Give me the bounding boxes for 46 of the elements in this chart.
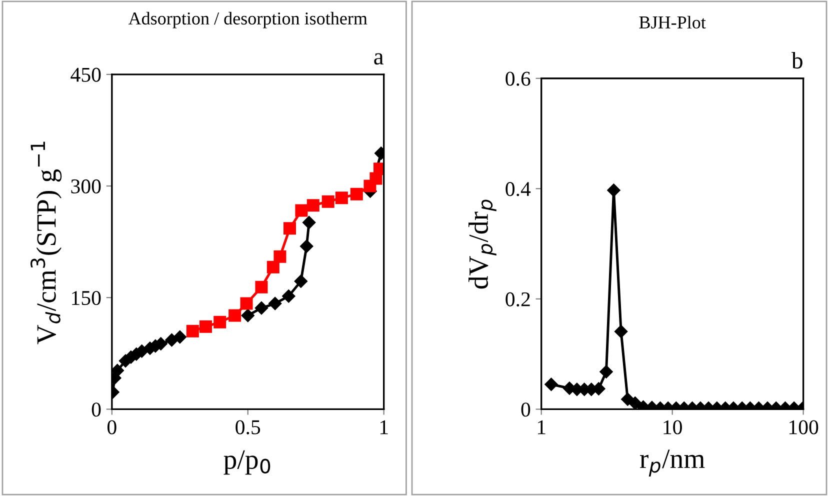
point: [268, 296, 282, 310]
point: [335, 192, 348, 204]
point: [274, 250, 286, 263]
point: [186, 324, 199, 338]
point: [322, 195, 334, 208]
point: [294, 274, 308, 288]
chart-title: Adsorption / desorption isotherm: [128, 12, 368, 28]
point: [173, 330, 186, 344]
y-tick-label: 0: [92, 402, 101, 417]
point: [199, 320, 212, 333]
point: [283, 222, 296, 235]
point: [228, 309, 242, 322]
x-axis-title: r$_{p}$/nm: [640, 450, 705, 477]
point: [266, 260, 280, 274]
point: [306, 199, 320, 212]
point: [254, 301, 268, 315]
x-tick-label: 0: [108, 420, 116, 434]
x-tick-label: 1: [538, 420, 546, 434]
point: [214, 316, 226, 328]
y-tick-label: 450: [70, 68, 101, 82]
y-tick-label: 0.4: [506, 182, 531, 196]
chart-title: BJH-Plot: [639, 16, 706, 29]
point: [240, 297, 253, 310]
x-axis-title: p/p$_{0}$: [224, 450, 270, 475]
y-tick-label: 300: [71, 179, 101, 194]
point: [165, 333, 178, 347]
point: [112, 364, 124, 378]
x-tick-label: 0.5: [236, 420, 260, 434]
point: [350, 188, 363, 200]
y-tick-label: 0.2: [506, 292, 530, 306]
y-tick-label: 0.6: [506, 72, 530, 86]
y-axis-title: dV$_{p}$/dr$_{p}$: [468, 200, 496, 289]
point: [295, 204, 308, 217]
point: [241, 308, 254, 322]
point: [300, 240, 314, 253]
text: b: [791, 52, 802, 69]
point: [302, 216, 316, 230]
point: [255, 280, 268, 294]
x-tick-label: 10: [664, 420, 682, 434]
x-tick-label: 100: [790, 420, 818, 434]
point: [282, 290, 296, 303]
y-tick-label: 150: [72, 290, 101, 306]
text: a: [374, 53, 384, 65]
y-axis-title: V$_{d}$/cm$^{3}$(STP) g$^{−1}$: [30, 142, 62, 344]
x-tick-label: 1: [380, 420, 388, 434]
y-tick-label: 0: [521, 402, 530, 417]
